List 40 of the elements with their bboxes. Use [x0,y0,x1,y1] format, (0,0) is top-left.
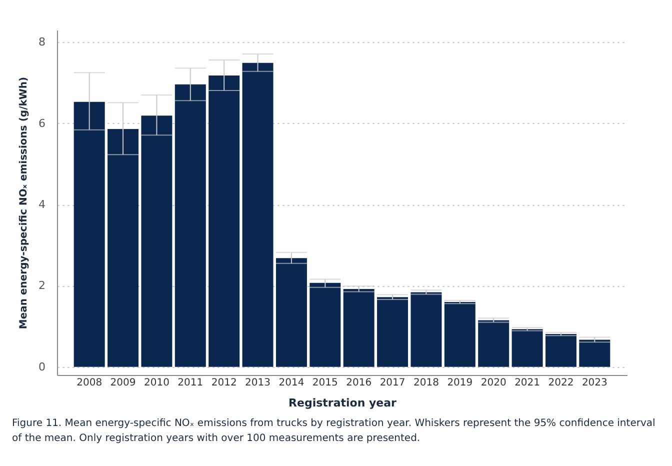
x-tick-label: 2020 [480,378,506,388]
y-axis-title: Mean energy-specific NOₓ emissions (g/kWh) [18,76,30,330]
bar [343,288,374,367]
bar [141,116,172,367]
bar [579,340,610,367]
bar [74,102,105,367]
x-tick-label: 2023 [582,378,608,388]
y-tick-label: 0 [38,360,46,374]
x-tick-label: 2013 [245,378,271,388]
x-axis-title: Registration year [288,396,398,410]
bar [208,75,240,367]
bar [410,292,442,367]
y-tick-label: 2 [38,279,46,292]
bar [276,258,307,367]
x-tick-label: 2010 [144,378,170,388]
bar [174,84,206,367]
bar [512,329,543,367]
y-tick-label: 4 [38,198,46,212]
x-tick-label: 2018 [413,378,439,388]
x-tick-label: 2012 [211,378,237,388]
bar [310,282,341,367]
x-tick-label: 2011 [178,378,204,388]
x-tick-label: 2015 [312,378,338,388]
x-tick-label: 2021 [514,378,540,388]
x-tick-label: 2019 [447,378,473,388]
bar [545,334,576,367]
bar [377,297,408,367]
x-tick-label: 2017 [380,378,406,388]
y-tick-label: 6 [38,116,46,130]
bar [444,302,476,367]
x-tick-label: 2016 [346,378,372,388]
bar [242,62,274,367]
y-tick-label: 8 [38,36,46,49]
x-tick-label: 2022 [548,378,574,388]
x-tick-label: 2008 [76,378,102,388]
caption: Figure 11. Mean energy-specific NOₓ emissions from trucks by registration year. Whiskers represent the 95% confidence interval of the mean. Only registration years with over 100 measurements are presented. [12,417,656,446]
bar [108,129,139,367]
x-tick-label: 2009 [110,378,136,388]
x-tick-label: 2014 [278,378,304,388]
bar [478,320,510,367]
